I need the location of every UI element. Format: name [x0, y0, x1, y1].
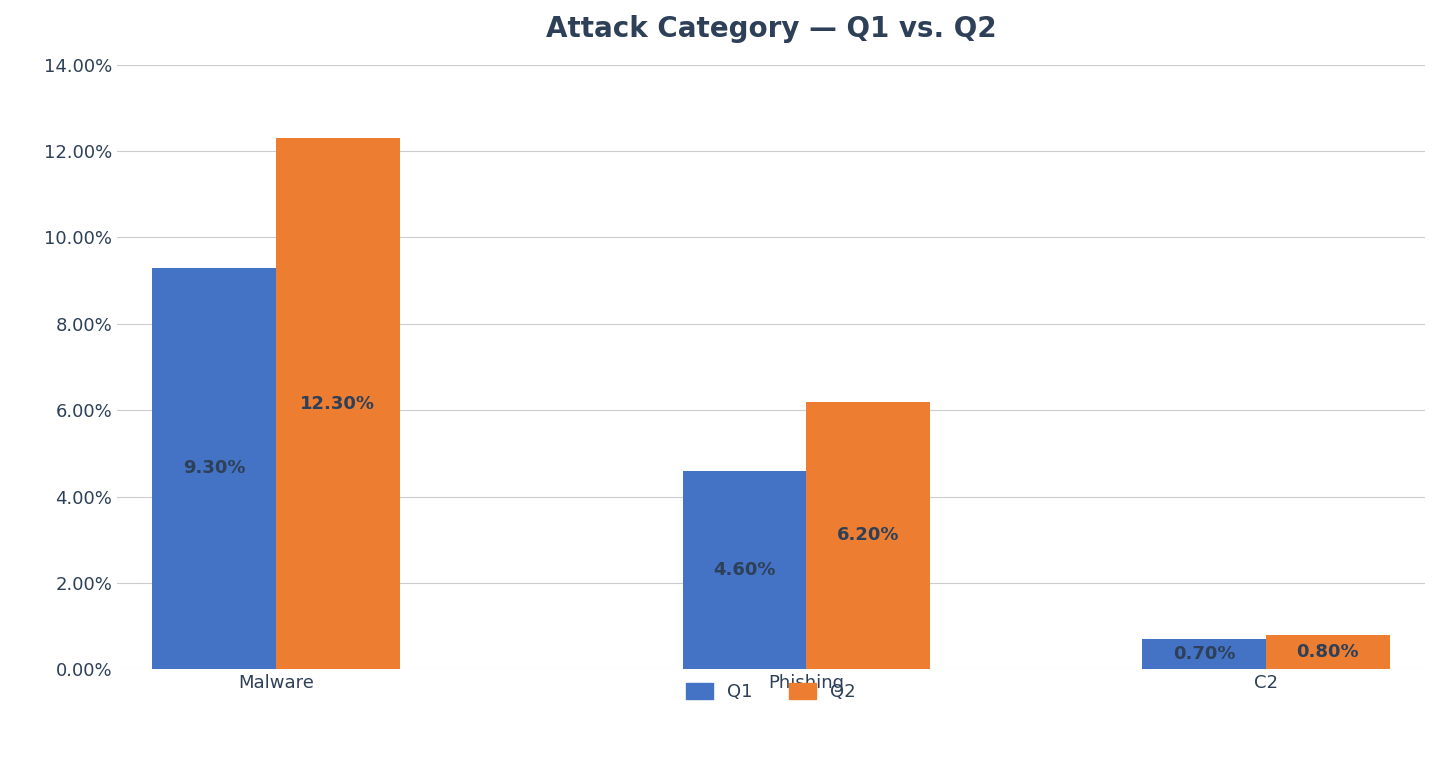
- Bar: [276, 138, 400, 670]
- Bar: [1142, 639, 1266, 670]
- Bar: [806, 401, 930, 670]
- Bar: [153, 268, 276, 670]
- Text: 4.60%: 4.60%: [713, 561, 776, 579]
- Text: 12.30%: 12.30%: [301, 394, 376, 413]
- Legend: Q1, Q2: Q1, Q2: [678, 676, 864, 708]
- Title: Attack Category — Q1 vs. Q2: Attack Category — Q1 vs. Q2: [546, 15, 996, 43]
- Bar: [683, 470, 806, 670]
- Bar: [1266, 635, 1390, 670]
- Text: 0.70%: 0.70%: [1172, 645, 1236, 663]
- Text: 6.20%: 6.20%: [837, 527, 900, 544]
- Text: 0.80%: 0.80%: [1296, 643, 1359, 661]
- Text: 9.30%: 9.30%: [183, 460, 245, 477]
